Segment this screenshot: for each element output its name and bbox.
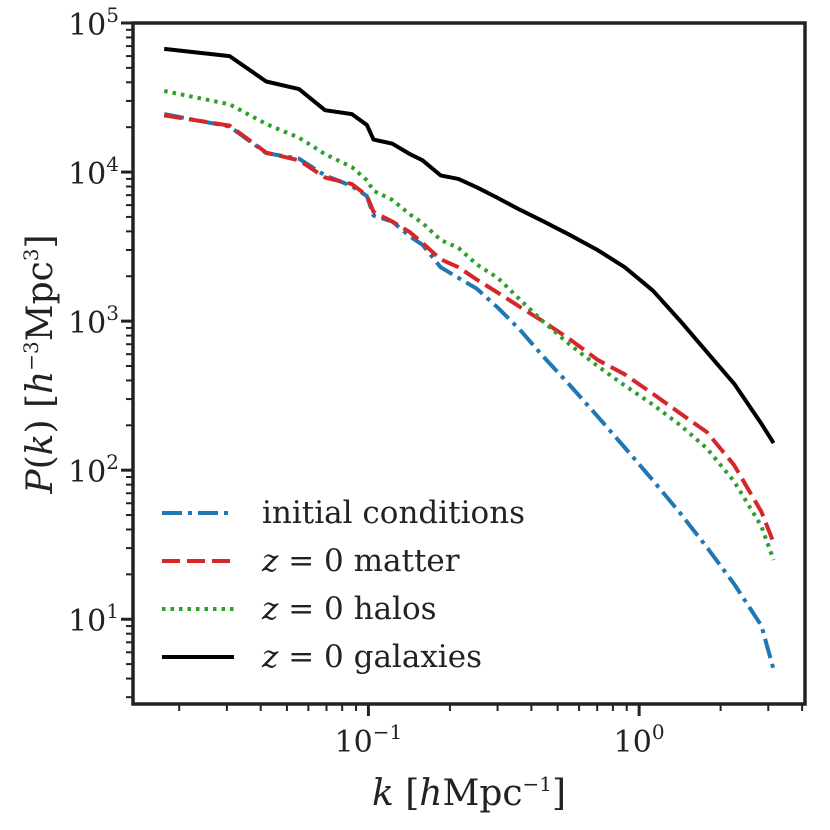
y-tick-label: 103 [68, 301, 119, 341]
series-lines [163, 46, 776, 671]
y-axis-label: P(k) [h−3Mpc3] [19, 234, 61, 494]
legend-label-3: z = 0 galaxies [261, 639, 482, 675]
series-line-3 [163, 46, 776, 445]
y-tick-label: 101 [68, 599, 119, 639]
x-tick-label: 10−1 [335, 720, 403, 760]
series-line-2 [163, 89, 776, 561]
axis-ticks: 10−1 100 101 102 103 104 105 [68, 3, 804, 760]
series-line-1 [163, 113, 776, 544]
legend-label-2: z = 0 halos [261, 591, 437, 627]
plot-frame [131, 21, 807, 706]
x-tick-label: 100 [614, 720, 665, 760]
y-tick-label: 102 [68, 450, 119, 490]
legend-label-1: z = 0 matter [261, 543, 460, 579]
series-line-0 [163, 112, 776, 671]
y-tick-label: 105 [68, 3, 119, 43]
x-axis-label: k [hMpc−1] [372, 772, 566, 814]
legend-label-0: initial conditions [262, 495, 525, 531]
legend: initial conditions z = 0 matter z = 0 halo… [162, 495, 525, 675]
y-tick-label: 104 [68, 152, 119, 192]
